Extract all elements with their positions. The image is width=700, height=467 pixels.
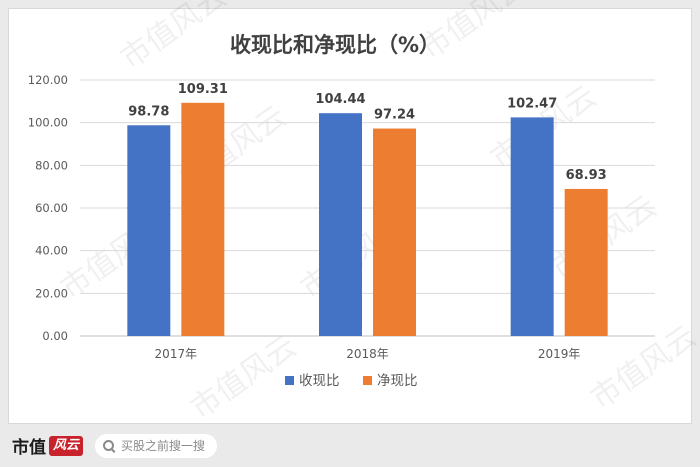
footer-bar: 市值 风云 买股之前搜一搜 [0,424,700,467]
y-tick-label: 120.00 [28,73,68,87]
x-tick-label: 2018年 [346,347,389,361]
y-tick-label: 40.00 [35,244,68,258]
data-label: 109.31 [178,82,228,97]
bar [319,113,362,336]
data-label: 68.93 [566,168,607,183]
data-label: 98.78 [128,104,169,119]
search-icon [103,439,115,452]
logo-script: 风云 [49,435,84,456]
y-tick-label: 20.00 [35,286,68,300]
data-label: 102.47 [507,96,557,111]
bar [373,128,416,336]
brand-logo[interactable]: 市值 风云 [12,433,84,458]
y-tick-label: 0.00 [42,329,68,343]
legend-label: 收现比 [299,373,340,389]
bar [181,102,225,337]
legend-swatch [285,376,294,385]
search-box[interactable]: 买股之前搜一搜 [95,433,218,458]
x-tick-label: 2017年 [155,347,198,361]
search-placeholder: 买股之前搜一搜 [121,439,206,453]
y-tick-label: 100.00 [28,116,68,130]
legend-label: 净现比 [377,373,418,389]
data-label: 97.24 [374,108,415,123]
legend-swatch [363,376,372,385]
logo-text: 市值 [12,438,46,458]
bar [564,188,608,336]
bar [127,125,171,336]
chart-title: 收现比和净现比（%） [230,33,440,57]
data-label: 104.44 [315,92,365,107]
bar [510,117,554,336]
y-tick-label: 60.00 [35,201,68,215]
x-tick-label: 2019年 [538,347,581,361]
bar-chart: 市值风云市值风云市值风云市值风云市值风云市值风云市值风云市值风云市值风云收现比和… [28,0,700,427]
y-tick-label: 80.00 [35,158,68,172]
watermark-text: 市值风云 [115,0,233,77]
